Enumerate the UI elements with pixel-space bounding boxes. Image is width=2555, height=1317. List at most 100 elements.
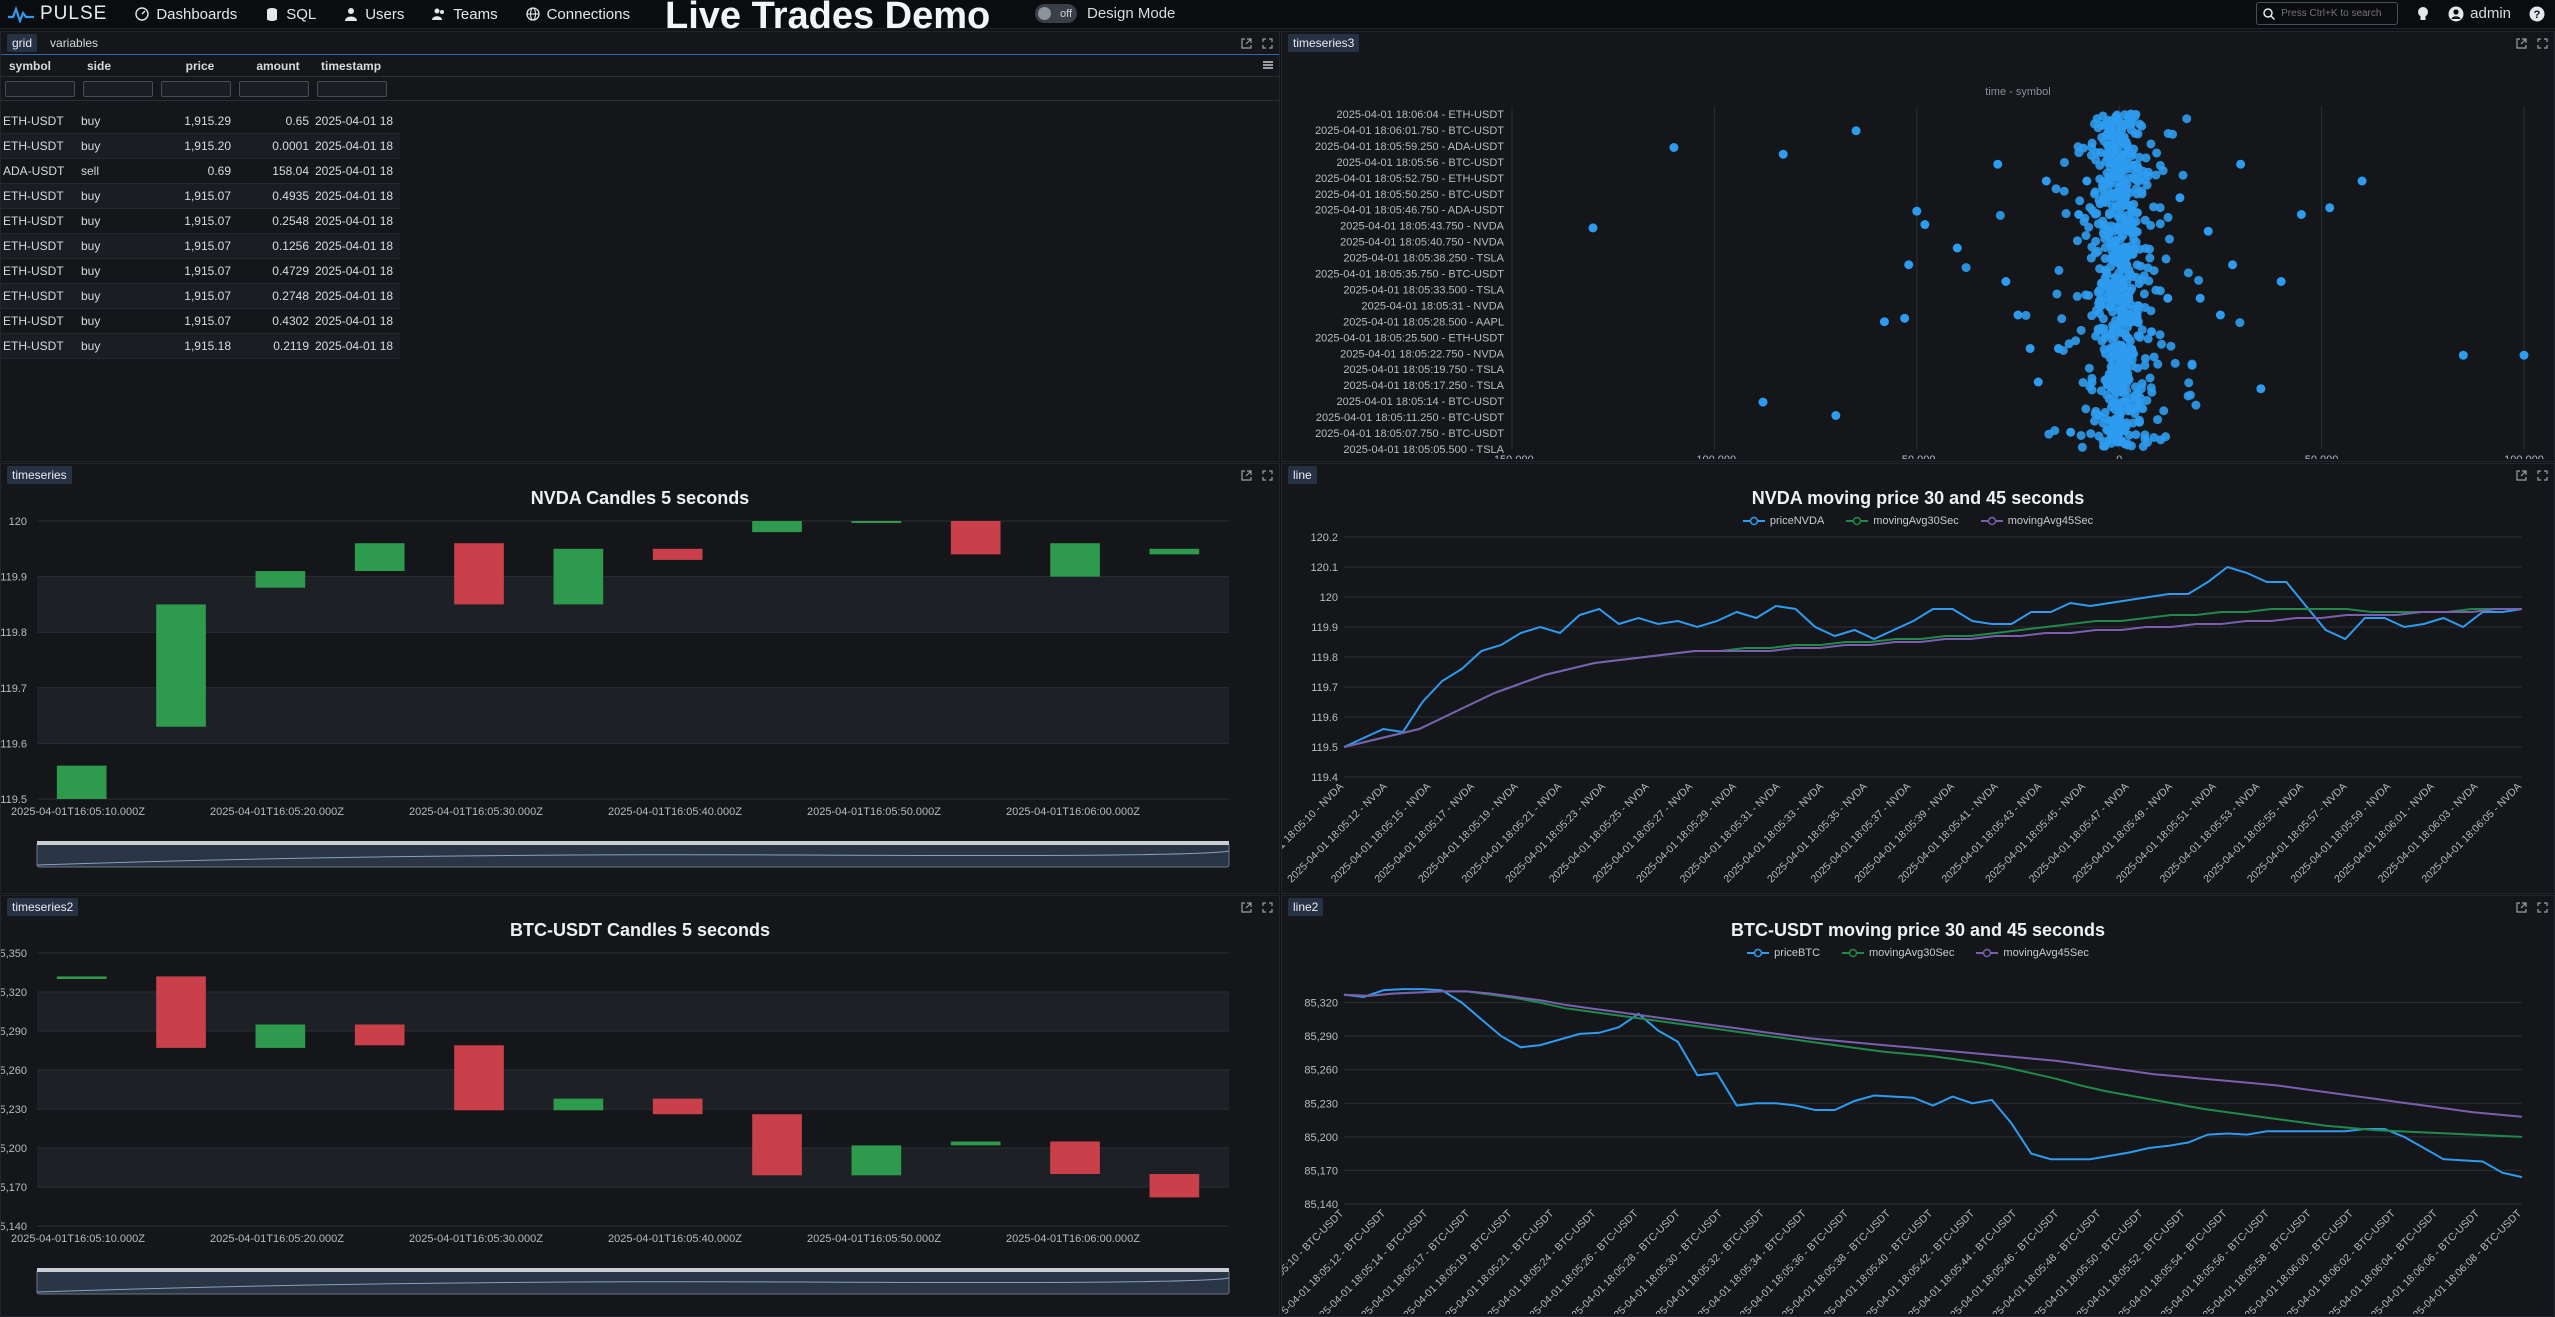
cell-side: buy <box>81 314 101 328</box>
external-link-icon[interactable] <box>1241 901 1252 913</box>
tab-timeseries[interactable]: timeseries <box>7 466 72 484</box>
scatter-point <box>2081 231 2091 241</box>
search-box[interactable] <box>2256 2 2399 25</box>
cell-timestamp: 2025-04-01 18: <box>315 264 393 278</box>
fullscreen-icon[interactable] <box>2537 37 2548 49</box>
external-link-icon[interactable] <box>2516 901 2527 913</box>
scatter-point <box>2100 254 2110 264</box>
scatter-point <box>2325 203 2335 213</box>
help-icon[interactable]: ? <box>2529 6 2545 22</box>
scatter-point <box>2203 226 2213 236</box>
scatter-point <box>2109 167 2119 177</box>
table-row[interactable]: ETH-USDT buy 1,915.29 0.65 2025-04-01 18: <box>1 109 400 134</box>
external-link-icon[interactable] <box>2516 469 2527 481</box>
scatter-point <box>2072 236 2082 246</box>
x-tick-label: 2025-04-01T16:05:20.000Z <box>210 1233 344 1245</box>
x-tick-label: -50,000 <box>1898 454 1935 459</box>
table-row[interactable]: ETH-USDT buy 1,915.07 0.4729 2025-04-01 18: <box>1 259 400 284</box>
legend-item[interactable]: priceBTC <box>1747 947 1820 959</box>
dashboard-icon <box>135 7 150 21</box>
legend-item[interactable]: movingAvg30Sec <box>1842 947 1954 959</box>
table-row[interactable]: ETH-USDT buy 1,915.18 0.2119 2025-04-01 18: <box>1 334 400 359</box>
external-link-icon[interactable] <box>1241 469 1252 481</box>
nav-sql[interactable]: SQL <box>251 0 330 29</box>
scatter-point <box>2033 377 2043 387</box>
table-row[interactable]: ETH-USDT buy 1,915.07 0.1256 2025-04-01 18: <box>1 234 400 259</box>
globe-icon <box>525 7 540 21</box>
y-tick-label: 2025-04-01 18:05:28.500 - AAPL <box>1343 316 1504 328</box>
table-row[interactable]: ETH-USDT buy 1,915.20 0.0001 2025-04-01 18: <box>1 134 400 159</box>
scatter-point <box>2146 139 2156 149</box>
col-symbol[interactable]: symbol <box>9 58 52 73</box>
tab-grid[interactable]: grid <box>7 34 38 52</box>
scatter-point <box>2108 326 2118 336</box>
filter-price-input[interactable] <box>161 80 231 97</box>
y-tick-label: 119.8 <box>1 627 27 639</box>
scatter-point <box>2114 406 2124 416</box>
search-icon <box>2263 7 2276 20</box>
col-side[interactable]: side <box>87 58 112 73</box>
filter-amount-input[interactable] <box>239 80 309 97</box>
cell-side: buy <box>81 214 101 228</box>
legend-item[interactable]: movingAvg45Sec <box>1976 947 2089 959</box>
filter-symbol-input[interactable] <box>5 80 75 97</box>
col-timestamp[interactable]: timestamp <box>321 58 382 73</box>
legend-swatch-icon <box>1846 516 1869 526</box>
lightbulb-icon[interactable] <box>2416 6 2430 22</box>
fullscreen-icon[interactable] <box>2537 469 2548 481</box>
candle-up <box>553 1098 604 1111</box>
filter-timestamp-input[interactable] <box>317 80 387 97</box>
legend-swatch-icon <box>1980 516 2003 526</box>
brand-logo[interactable]: PULSE <box>8 3 107 25</box>
scatter-point <box>2111 248 2121 258</box>
design-mode-toggle[interactable]: off <box>1035 4 1077 23</box>
scatter-chart: time - symbol -150,000 -100,000 -50,000 0 50,… <box>1315 86 2544 461</box>
tab-line2[interactable]: line2 <box>1288 898 1324 916</box>
cell-timestamp: 2025-04-01 18: <box>315 139 393 153</box>
tab-timeseries3[interactable]: timeseries3 <box>1288 34 1360 52</box>
col-amount[interactable]: amount <box>256 58 300 73</box>
cell-symbol: ETH-USDT <box>3 139 64 153</box>
grid-band <box>37 1070 1229 1109</box>
cell-price: 1,915.07 <box>184 264 231 278</box>
nav-users[interactable]: Users <box>330 0 418 29</box>
scatter-point <box>2041 176 2051 186</box>
table-row[interactable]: ETH-USDT buy 1,915.07 0.2748 2025-04-01 18: <box>1 284 400 309</box>
nav-teams[interactable]: Teams <box>418 0 511 29</box>
user-menu[interactable]: admin <box>2448 5 2511 22</box>
right-tools: admin ? <box>2256 2 2545 25</box>
fullscreen-icon[interactable] <box>1262 469 1273 481</box>
fullscreen-icon[interactable] <box>2537 901 2548 913</box>
tab-line[interactable]: line <box>1288 466 1317 484</box>
cell-price: 1,915.20 <box>184 139 231 153</box>
scatter-point <box>2132 189 2142 199</box>
legend-item[interactable]: movingAvg45Sec <box>1980 515 2093 527</box>
y-tick-label: 119.7 <box>1311 682 1338 694</box>
menu-icon[interactable] <box>1263 60 1273 70</box>
table-row[interactable]: ETH-USDT buy 1,915.07 0.2548 2025-04-01 18: <box>1 209 400 234</box>
filter-side-input[interactable] <box>83 80 153 97</box>
scatter-point <box>2140 360 2150 370</box>
scatter-point <box>2086 150 2096 160</box>
search-input[interactable] <box>2281 8 2392 19</box>
nav-connections[interactable]: Connections <box>512 0 644 29</box>
candle-up <box>1149 548 1200 555</box>
scatter-point <box>2163 128 2173 138</box>
legend-item[interactable]: movingAvg30Sec <box>1846 515 1959 527</box>
table-row[interactable]: ETH-USDT buy 1,915.07 0.4935 2025-04-01 18: <box>1 184 400 209</box>
fullscreen-icon[interactable] <box>1262 37 1273 49</box>
external-link-icon[interactable] <box>1241 37 1252 49</box>
external-link-icon[interactable] <box>2516 37 2527 49</box>
candle-down <box>454 543 504 605</box>
tab-variables[interactable]: variables <box>50 36 99 50</box>
fullscreen-icon[interactable] <box>1262 901 1273 913</box>
col-price[interactable]: price <box>185 58 215 73</box>
tab-timeseries2[interactable]: timeseries2 <box>7 898 79 916</box>
scatter-point <box>2111 235 2121 245</box>
table-row[interactable]: ADA-USDT sell 0.69 158.04 2025-04-01 18: <box>1 159 400 184</box>
legend-item[interactable]: priceNVDA <box>1742 515 1824 527</box>
y-tick-label: 2025-04-01 18:06:01.750 - BTC-USDT <box>1315 125 1504 137</box>
table-row[interactable]: ETH-USDT buy 1,915.07 0.4302 2025-04-01 18: <box>1 309 400 334</box>
scatter-point <box>2166 341 2176 351</box>
nav-dashboards[interactable]: Dashboards <box>121 0 251 29</box>
